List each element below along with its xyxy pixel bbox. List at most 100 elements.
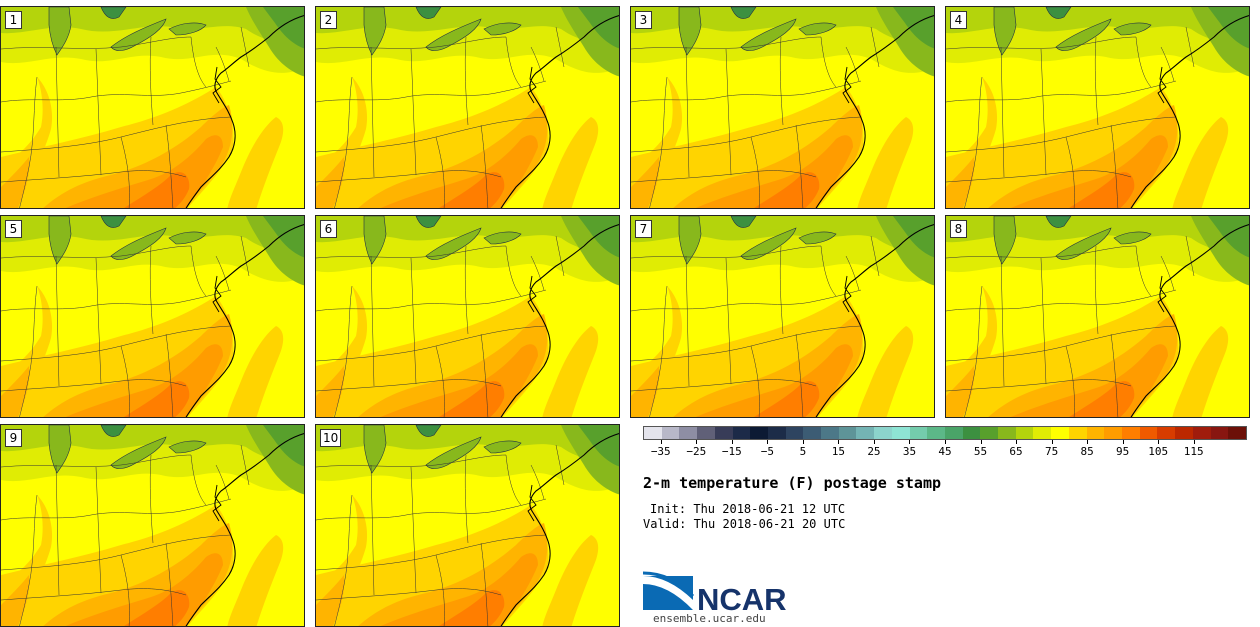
temperature-map bbox=[631, 216, 934, 417]
panel-label: 6 bbox=[320, 220, 337, 238]
stamp-panel-4: 4 bbox=[945, 6, 1250, 209]
colorbar-swatch bbox=[697, 427, 715, 439]
panel-label: 2 bbox=[320, 11, 337, 29]
colorbar-swatch bbox=[1157, 427, 1176, 439]
colorbar-tick-label: 115 bbox=[1183, 445, 1204, 458]
colorbar-tick-mark bbox=[980, 440, 982, 444]
colorbar-swatch bbox=[803, 427, 822, 439]
ncar-logo: NCAR bbox=[642, 570, 793, 617]
temperature-map bbox=[946, 216, 1249, 417]
stamp-panel-1: 1 bbox=[0, 6, 305, 209]
colorbar-tick-label: −25 bbox=[686, 445, 707, 458]
colorbar-swatch bbox=[1175, 427, 1193, 439]
colorbar-tick-label: 5 bbox=[799, 445, 807, 458]
colorbar-swatch bbox=[644, 427, 662, 439]
temperature-map bbox=[316, 425, 619, 626]
colorbar-swatch bbox=[785, 427, 804, 439]
temperature-map bbox=[316, 216, 619, 417]
stamp-panel-5: 5 bbox=[0, 215, 305, 418]
valid-time: Valid: Thu 2018-06-21 20 UTC bbox=[643, 517, 846, 531]
colorbar-tick-mark bbox=[731, 440, 733, 444]
panel-label: 5 bbox=[5, 220, 22, 238]
colorbar-swatch bbox=[732, 427, 751, 439]
stamp-panel-3: 3 bbox=[630, 6, 935, 209]
stamp-panel-2: 2 bbox=[315, 6, 620, 209]
temperature-map bbox=[1, 425, 304, 626]
colorbar-tick-label: 55 bbox=[973, 445, 988, 458]
temperature-map bbox=[631, 7, 934, 208]
colorbar-tick-label: 15 bbox=[831, 445, 846, 458]
colorbar-tick-mark bbox=[838, 440, 840, 444]
colorbar-tick-label: 85 bbox=[1080, 445, 1094, 458]
temperature-map bbox=[1, 216, 304, 417]
colorbar-tick-mark bbox=[1016, 440, 1018, 444]
colorbar-swatch bbox=[998, 427, 1016, 439]
logo-text: NCAR bbox=[697, 582, 787, 614]
stamp-panel-10: 10 bbox=[315, 424, 620, 627]
colorbar-tick-mark bbox=[873, 440, 875, 444]
stamp-panel-8: 8 bbox=[945, 215, 1250, 418]
colorbar-swatch bbox=[1228, 427, 1246, 439]
chart-title: 2-m temperature (F) postage stamp bbox=[643, 474, 942, 492]
colorbar-swatch bbox=[767, 427, 786, 439]
colorbar-ticks: −35 −25 −15 −5 5 15 25 35 45 55 65 75 85 95 105 115 bbox=[643, 440, 1247, 460]
colorbar-swatch bbox=[1015, 427, 1034, 439]
panel-label: 7 bbox=[635, 220, 652, 238]
temperature-map bbox=[316, 7, 619, 208]
colorbar-tick-label: 95 bbox=[1116, 445, 1130, 458]
colorbar-swatch bbox=[714, 427, 733, 439]
colorbar-swatch bbox=[980, 427, 999, 439]
colorbar-swatch bbox=[1192, 427, 1211, 439]
panel-label: 1 bbox=[5, 11, 22, 29]
colorbar-swatch bbox=[679, 427, 698, 439]
colorbar-tick-mark bbox=[696, 440, 698, 444]
colorbar-tick-label: −35 bbox=[650, 445, 671, 458]
temperature-map bbox=[946, 7, 1249, 208]
colorbar-swatch bbox=[944, 427, 963, 439]
colorbar-tick-label: 65 bbox=[1009, 445, 1023, 458]
colorbar-tick-mark bbox=[1122, 440, 1124, 444]
panel-label: 3 bbox=[635, 11, 652, 29]
colorbar-tick-mark bbox=[1087, 440, 1089, 444]
colorbar-swatch bbox=[1210, 427, 1229, 439]
colorbar-swatch bbox=[1051, 427, 1069, 439]
colorbar-tick-label: 45 bbox=[938, 445, 952, 458]
colorbar-swatch bbox=[1033, 427, 1052, 439]
colorbar-swatch bbox=[874, 427, 892, 439]
init-time: Init: Thu 2018-06-21 12 UTC bbox=[650, 502, 846, 516]
stamp-panel-9: 9 bbox=[0, 424, 305, 627]
panel-label: 9 bbox=[5, 429, 22, 447]
colorbar bbox=[643, 426, 1247, 440]
temperature-map bbox=[1, 7, 304, 208]
colorbar-tick-mark bbox=[945, 440, 946, 444]
colorbar-swatch bbox=[927, 427, 945, 439]
colorbar-tick-mark bbox=[1051, 440, 1053, 444]
colorbar-tick-mark bbox=[802, 440, 804, 444]
colorbar-swatch bbox=[856, 427, 875, 439]
colorbar-tick-label: −5 bbox=[760, 445, 774, 458]
colorbar-swatch bbox=[1104, 427, 1122, 439]
panel-label: 10 bbox=[320, 429, 342, 447]
colorbar-swatch bbox=[909, 427, 928, 439]
colorbar-swatch bbox=[1121, 427, 1140, 439]
colorbar-tick-mark bbox=[1193, 440, 1195, 444]
colorbar-tick-mark bbox=[909, 440, 911, 444]
panel-label: 8 bbox=[950, 220, 967, 238]
colorbar-swatch bbox=[1139, 427, 1158, 439]
site-url: ensemble.ucar.edu bbox=[653, 612, 766, 625]
colorbar-swatch bbox=[661, 427, 680, 439]
colorbar-swatch bbox=[838, 427, 857, 439]
colorbar-swatch bbox=[1086, 427, 1105, 439]
colorbar-tick-label: 25 bbox=[867, 445, 881, 458]
colorbar-swatch bbox=[962, 427, 981, 439]
colorbar-swatch bbox=[1068, 427, 1087, 439]
colorbar-tick-mark bbox=[767, 440, 769, 444]
colorbar-swatch bbox=[891, 427, 910, 439]
colorbar-tick-mark bbox=[660, 440, 662, 444]
panel-label: 4 bbox=[950, 11, 967, 29]
colorbar-tick-mark bbox=[1158, 440, 1160, 444]
colorbar-swatch bbox=[750, 427, 768, 439]
colorbar-swatch bbox=[821, 427, 839, 439]
stamp-panel-6: 6 bbox=[315, 215, 620, 418]
colorbar-tick-label: 75 bbox=[1044, 445, 1059, 458]
